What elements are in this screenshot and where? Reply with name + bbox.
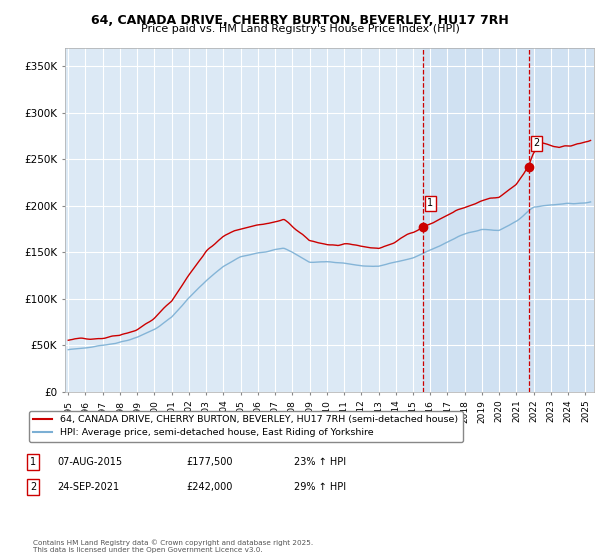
Text: Price paid vs. HM Land Registry's House Price Index (HPI): Price paid vs. HM Land Registry's House … [140,24,460,34]
Text: 24-SEP-2021: 24-SEP-2021 [57,482,119,492]
Text: 64, CANADA DRIVE, CHERRY BURTON, BEVERLEY, HU17 7RH: 64, CANADA DRIVE, CHERRY BURTON, BEVERLE… [91,14,509,27]
Text: 2: 2 [533,138,539,148]
Text: 2: 2 [30,482,36,492]
Text: £242,000: £242,000 [186,482,232,492]
Text: 1: 1 [30,457,36,467]
Bar [529,48,594,392]
Text: 29% ↑ HPI: 29% ↑ HPI [294,482,346,492]
Text: 1: 1 [427,198,433,208]
Bar [423,48,529,392]
Text: Contains HM Land Registry data © Crown copyright and database right 2025.
This d: Contains HM Land Registry data © Crown c… [33,540,313,553]
Text: 23% ↑ HPI: 23% ↑ HPI [294,457,346,467]
Text: £177,500: £177,500 [186,457,233,467]
Text: 07-AUG-2015: 07-AUG-2015 [57,457,122,467]
Legend: 64, CANADA DRIVE, CHERRY BURTON, BEVERLEY, HU17 7RH (semi-detached house), HPI: : 64, CANADA DRIVE, CHERRY BURTON, BEVERLE… [29,410,463,442]
